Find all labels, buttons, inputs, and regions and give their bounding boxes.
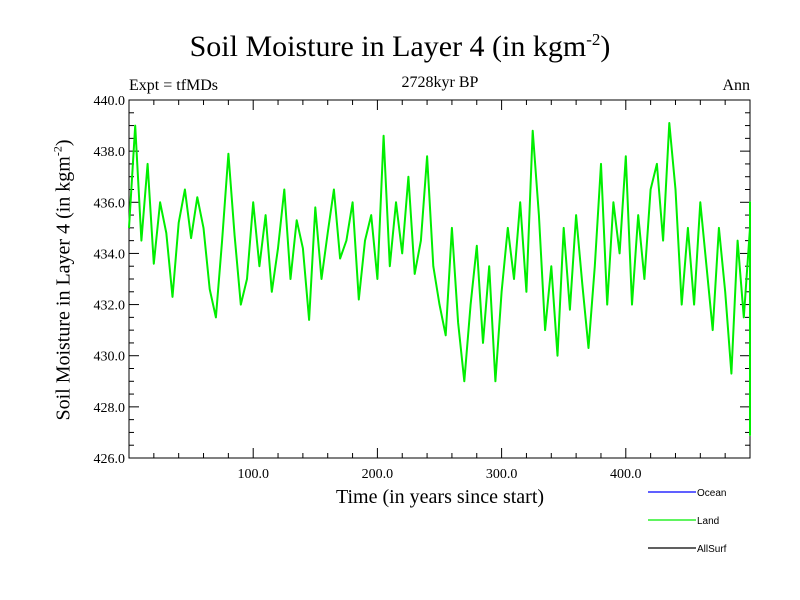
y-tick-label: 426.0	[94, 452, 126, 467]
x-tick-label: 400.0	[610, 467, 642, 482]
series-line-land	[128, 122, 751, 436]
plot-axes: 100.0 200.0 300.0 400.0 426.0 428.0 430.0 432.0…	[94, 94, 751, 482]
y-tick-label: 434.0	[94, 247, 126, 262]
legend-label-ocean: Ocean	[697, 488, 726, 499]
y-tick-label: 430.0	[94, 350, 126, 365]
legend-label-land: Land	[697, 516, 719, 527]
plot-frame	[128, 99, 751, 459]
chart-title: Soil Moisture in Layer 4 (in kgm-2)	[189, 30, 611, 63]
x-tick-label: 200.0	[362, 467, 394, 482]
season-label: Ann	[722, 77, 750, 94]
x-tick-label: 300.0	[486, 467, 518, 482]
legend: Ocean Land AllSurf	[648, 488, 727, 555]
legend-label-allsurf: AllSurf	[697, 544, 727, 555]
chart-subtitle: 2728kyr BP	[401, 74, 479, 91]
y-tick-label: 438.0	[94, 145, 126, 160]
x-tick-label: 100.0	[237, 467, 269, 482]
y-tick-label: 428.0	[94, 401, 126, 416]
y-tick-label: 436.0	[94, 196, 126, 211]
experiment-label: Expt = tfMDs	[129, 77, 219, 94]
x-axis-label: Time (in years since start)	[335, 486, 545, 508]
y-tick-label: 440.0	[94, 94, 126, 109]
series-layer	[128, 122, 751, 436]
y-tick-label: 432.0	[94, 299, 126, 314]
